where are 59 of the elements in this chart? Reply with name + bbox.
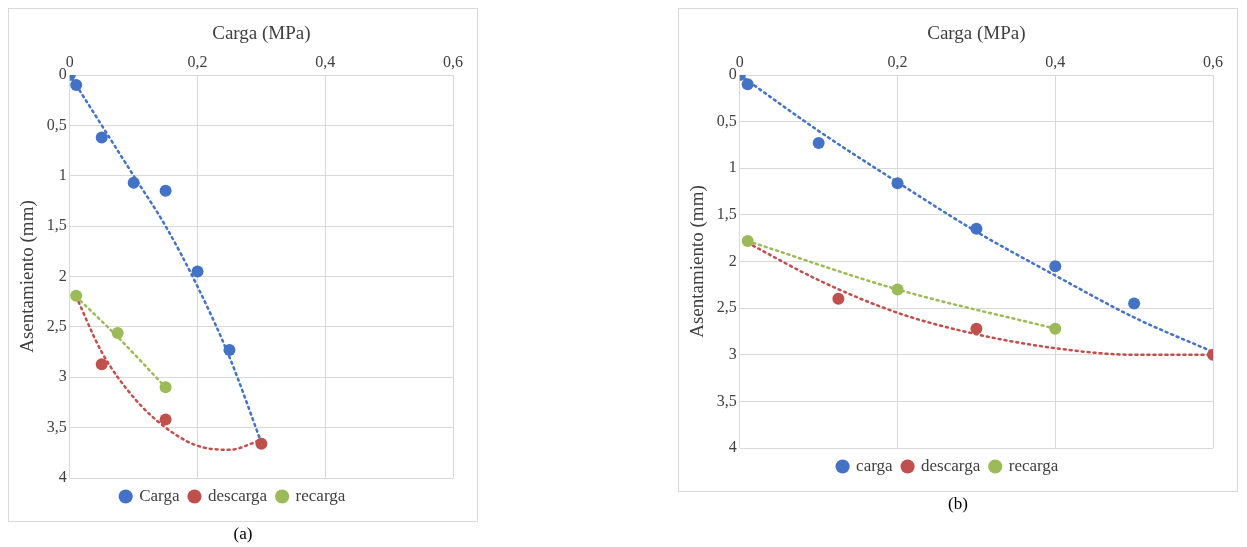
y-tick-label: 3,5 bbox=[46, 417, 67, 435]
legend-label: recarga bbox=[1008, 455, 1059, 475]
y-tick-label: 3 bbox=[58, 367, 67, 385]
x-tick-label: 0,4 bbox=[1045, 52, 1066, 70]
legend-label: descarga bbox=[207, 485, 268, 505]
point bbox=[223, 344, 236, 357]
y-tick-label: 2 bbox=[58, 266, 67, 284]
legend-label: carga bbox=[856, 455, 894, 475]
y-tick-label: 3 bbox=[728, 344, 737, 362]
x-tick-label: 0,6 bbox=[443, 52, 463, 70]
y-tick-label: 0,5 bbox=[46, 115, 67, 133]
y-tick-label: 2,5 bbox=[716, 298, 737, 316]
x-tick-label: 0,6 bbox=[1203, 52, 1223, 70]
point bbox=[832, 292, 845, 305]
point bbox=[191, 265, 204, 278]
point bbox=[970, 322, 983, 335]
y-tick-label: 2,5 bbox=[46, 317, 67, 335]
legend-label: descarga bbox=[921, 455, 981, 475]
y-tick-label: 0 bbox=[728, 65, 737, 83]
x-axis-title: Carga (MPa) bbox=[927, 22, 1026, 45]
y-tick-label: 1,5 bbox=[716, 205, 737, 223]
y-tick-label: 2 bbox=[728, 251, 737, 269]
x-tick-label: 0,2 bbox=[887, 52, 908, 70]
y-tick-label: 4 bbox=[728, 438, 737, 456]
point bbox=[255, 437, 268, 450]
y-tick-label: 1,5 bbox=[46, 216, 67, 234]
y-tick-label: 3,5 bbox=[716, 391, 737, 409]
legend-label: recarga bbox=[295, 485, 346, 505]
point bbox=[95, 131, 108, 144]
x-axis-title: Carga (MPa) bbox=[212, 22, 311, 45]
point bbox=[970, 222, 983, 235]
point bbox=[127, 176, 140, 189]
y-tick-label: 0 bbox=[58, 65, 67, 83]
y-axis-title: Asentamiento (mm) bbox=[686, 185, 709, 338]
legend-label: Carga bbox=[139, 485, 180, 505]
y-tick-label: 1 bbox=[728, 158, 737, 176]
point bbox=[159, 381, 172, 394]
y-axis-title: Asentamiento (mm) bbox=[16, 200, 39, 353]
point bbox=[95, 358, 108, 371]
x-tick-label: 0,4 bbox=[315, 52, 336, 70]
point bbox=[111, 326, 124, 339]
point bbox=[159, 184, 172, 197]
point bbox=[1049, 322, 1062, 335]
point bbox=[70, 79, 83, 92]
point bbox=[70, 289, 83, 302]
y-tick-label: 0,5 bbox=[716, 111, 737, 129]
point bbox=[1128, 297, 1141, 310]
point bbox=[891, 283, 904, 296]
text: (b) bbox=[948, 494, 968, 514]
text: (a) bbox=[233, 524, 253, 544]
point bbox=[891, 177, 904, 190]
x-tick-label: 0,2 bbox=[187, 52, 208, 70]
point bbox=[1049, 260, 1062, 273]
point bbox=[159, 413, 172, 426]
point bbox=[812, 137, 825, 150]
point bbox=[741, 78, 754, 91]
y-tick-label: 4 bbox=[58, 468, 67, 486]
point bbox=[741, 234, 754, 247]
y-tick-label: 1 bbox=[58, 165, 67, 183]
